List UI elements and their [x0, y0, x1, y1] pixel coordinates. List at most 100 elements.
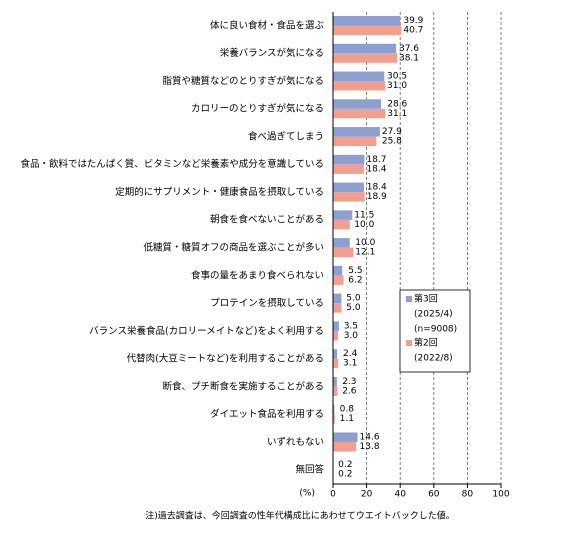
- legend-n: (n=9008): [414, 325, 457, 335]
- value-label: 39.9: [403, 16, 423, 26]
- bar: [333, 414, 335, 424]
- value-label: 28.6: [387, 99, 407, 109]
- bar: [333, 376, 337, 387]
- value-label: 2.3: [342, 377, 356, 387]
- value-label: 0.2: [338, 460, 352, 470]
- bar: [333, 81, 386, 91]
- value-label: 3.1: [343, 359, 357, 369]
- x-tick-label: 100: [492, 490, 509, 500]
- x-tick-label: 0: [330, 490, 336, 500]
- bar: [333, 182, 364, 193]
- category-label: 定期的にサプリメント・健康食品を摂取している: [115, 186, 324, 198]
- bar: [333, 321, 339, 331]
- value-label: 31.1: [387, 109, 407, 119]
- category-label: プロテインを摂取している: [210, 297, 324, 309]
- x-tick-label: 20: [361, 490, 373, 500]
- value-label: 30.5: [387, 72, 407, 82]
- legend-label: 第3回: [414, 293, 438, 305]
- category-label: 食品・飲料ではたんぱく質、ビタミンなど栄養素や成分を意識している: [20, 158, 324, 170]
- category-label: 低糖質・糖質オフの商品を選ぶことが多い: [143, 242, 324, 254]
- category-label: 食事の量をあまり食べられない: [191, 269, 324, 281]
- bar: [333, 71, 385, 82]
- x-tick-label: 80: [462, 490, 474, 500]
- category-label: カロリーのとりすぎが気になる: [191, 103, 324, 115]
- bar: [333, 136, 377, 147]
- category-label: 食べ過ぎてしまう: [248, 130, 324, 142]
- category-label: 体に良い食材・食品を選ぶ: [210, 19, 325, 31]
- bar: [333, 247, 354, 258]
- value-label: 2.6: [342, 386, 357, 396]
- bar: [333, 386, 338, 396]
- legend-swatch: [406, 340, 412, 346]
- value-label: 5.0: [346, 303, 361, 313]
- bar: [333, 210, 353, 220]
- value-label: 6.2: [348, 275, 362, 285]
- value-label: 3.5: [344, 321, 358, 331]
- bar: [333, 349, 338, 359]
- bar: [333, 16, 401, 26]
- legend-period: (2025/4): [414, 310, 453, 320]
- legend-period: (2022/8): [414, 354, 453, 364]
- category-label: 朝食を食べないことがある: [210, 214, 324, 226]
- category-label: 脂質や糖質などのとりすぎが気になる: [162, 75, 324, 87]
- value-label: 10.0: [355, 238, 375, 248]
- bar: [333, 358, 339, 369]
- value-label: 2.4: [343, 349, 358, 359]
- bar: [333, 127, 380, 137]
- bar: [333, 43, 397, 54]
- bar: [333, 265, 343, 276]
- bar: [333, 330, 339, 341]
- bar: [333, 275, 344, 285]
- x-tick-label: 40: [394, 490, 406, 500]
- category-label: 無回答: [295, 464, 324, 476]
- value-label: 11.5: [354, 210, 374, 220]
- bar: [333, 53, 398, 63]
- bar: [333, 108, 386, 119]
- value-label: 1.1: [340, 414, 354, 424]
- bar: [333, 154, 365, 165]
- legend: 第3回 (2025/4) (n=9008) 第2回 (2022/8): [399, 289, 471, 373]
- value-label: 18.7: [366, 155, 386, 165]
- category-label: バランス栄養食品(カロリーメイトなど)をよく利用する: [89, 325, 324, 337]
- bar: [333, 99, 382, 109]
- category-label: 栄養バランスが気になる: [220, 47, 324, 59]
- bar: [333, 303, 342, 313]
- value-label: 25.8: [382, 137, 402, 147]
- bar: [333, 238, 350, 248]
- value-label: 13.8: [360, 442, 380, 452]
- value-label: 0.8: [340, 405, 355, 415]
- value-label: 18.4: [367, 183, 387, 193]
- x-tick-label: 60: [428, 490, 440, 500]
- bar: [333, 25, 402, 35]
- bar: [333, 219, 350, 230]
- value-label: 5.5: [348, 266, 362, 276]
- x-unit: (%): [299, 489, 315, 499]
- value-label: 37.6: [399, 44, 419, 54]
- bar: [333, 164, 364, 174]
- value-label: 10.0: [354, 220, 374, 230]
- bar: [333, 404, 335, 415]
- bar: [333, 293, 342, 304]
- legend-label: 第2回: [414, 337, 438, 349]
- value-label: 40.7: [403, 26, 423, 36]
- bar: [333, 192, 365, 202]
- value-label: 18.4: [366, 164, 386, 174]
- value-label: 14.6: [360, 432, 380, 442]
- bar: [333, 441, 357, 452]
- value-label: 38.1: [399, 53, 419, 63]
- value-label: 31.0: [387, 81, 407, 91]
- category-label: 代替肉(大豆ミートなど)を利用することがある: [127, 353, 324, 365]
- legend-swatch: [406, 296, 412, 302]
- value-label: 27.9: [382, 127, 402, 137]
- value-label: 12.1: [355, 248, 375, 258]
- value-label: 0.2: [338, 470, 352, 480]
- category-label: いずれもない: [267, 437, 324, 448]
- value-label: 3.0: [344, 331, 359, 341]
- bar: [333, 432, 358, 442]
- footnote: 注)過去調査は、今回調査の性年代構成比にあわせてウエイトバックした値。: [145, 510, 455, 522]
- legend-box: [399, 289, 471, 373]
- value-label: 18.9: [367, 192, 387, 202]
- value-label: 5.0: [346, 294, 361, 304]
